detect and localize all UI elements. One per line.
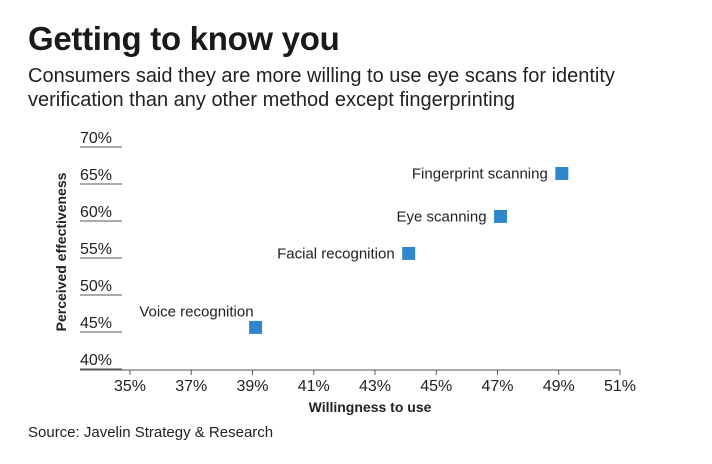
point-label: Fingerprint scanning	[412, 166, 548, 183]
x-tick-label: 41%	[298, 378, 330, 395]
x-tick-label: 39%	[236, 378, 268, 395]
x-axis-title: Willingness to use	[309, 399, 432, 415]
y-tick-label: 60%	[80, 204, 112, 221]
x-tick-label: 49%	[543, 378, 575, 395]
x-tick-label: 35%	[114, 378, 146, 395]
data-point	[249, 320, 263, 334]
y-tick-label: 50%	[80, 278, 112, 295]
y-tick-label: 70%	[80, 130, 112, 147]
x-tick-label: 51%	[604, 378, 636, 395]
data-point	[494, 209, 508, 223]
chart-title: Getting to know you	[28, 20, 340, 57]
x-tick-label: 43%	[359, 378, 391, 395]
y-tick-label: 40%	[80, 352, 112, 369]
chart-subtitle: Consumers said they are more willing to …	[28, 65, 615, 111]
point-label: Voice recognition	[139, 303, 253, 320]
source-note: Source: Javelin Strategy & Research	[28, 424, 274, 441]
y-tick-label: 45%	[80, 315, 112, 332]
x-tick-label: 37%	[175, 378, 207, 395]
point-label: Eye scanning	[397, 208, 487, 225]
data-point	[555, 167, 569, 181]
point-label: Facial recognition	[277, 245, 395, 262]
y-axis-title: Perceived effectiveness	[53, 172, 69, 331]
y-tick-label: 55%	[80, 241, 112, 258]
y-tick-label: 65%	[80, 167, 112, 184]
data-point	[402, 246, 416, 260]
x-tick-label: 47%	[481, 378, 513, 395]
x-tick-label: 45%	[420, 378, 452, 395]
